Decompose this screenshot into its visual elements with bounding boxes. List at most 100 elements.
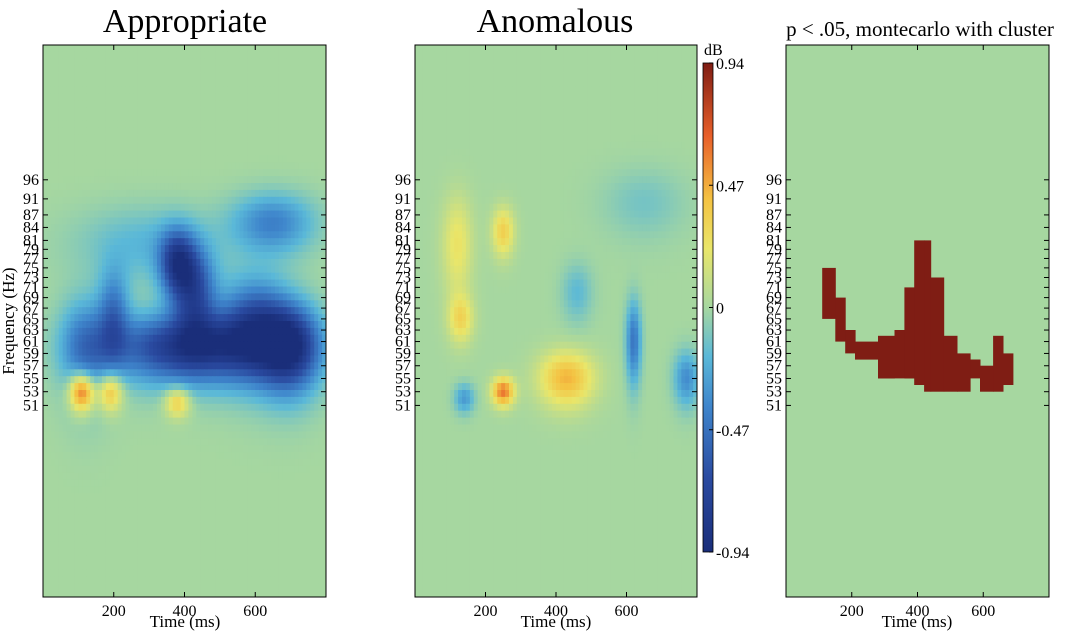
heatmap-cell <box>109 162 115 170</box>
heatmap-cell <box>160 86 166 94</box>
heatmap-cell <box>278 141 284 150</box>
heatmap-cell <box>137 120 142 129</box>
heatmap-cell <box>176 286 182 294</box>
heatmap-cell <box>212 410 217 419</box>
heatmap-cell <box>117 376 123 384</box>
heatmap-cell <box>172 183 178 191</box>
heatmap-cell <box>263 86 268 94</box>
heatmap-cell <box>168 500 174 508</box>
heatmap-cell <box>200 293 205 301</box>
heatmap-cell <box>259 424 264 432</box>
heatmap-cell <box>180 307 186 315</box>
heatmap-cell <box>133 127 138 136</box>
heatmap-cell <box>98 465 103 474</box>
heatmap-cell <box>298 459 304 467</box>
heatmap-cell <box>306 493 311 501</box>
heatmap-cell <box>86 334 91 343</box>
heatmap-cell <box>98 238 103 246</box>
heatmap-cell <box>184 217 190 225</box>
heatmap-cell <box>274 286 280 294</box>
heatmap-cell <box>46 93 52 101</box>
heatmap-cell <box>86 72 91 81</box>
heatmap-cell <box>160 438 166 446</box>
heatmap-cell <box>235 100 241 108</box>
heatmap-cell <box>290 245 296 253</box>
heatmap-cell <box>145 390 150 398</box>
heatmap-cell <box>113 258 119 267</box>
heatmap-cell <box>176 403 182 412</box>
heatmap-cell <box>145 155 150 163</box>
heatmap-cell <box>267 258 272 267</box>
heatmap-cell <box>255 272 260 281</box>
heatmap-cell <box>50 65 56 74</box>
heatmap-cell <box>141 127 146 136</box>
heatmap-cell <box>255 500 260 508</box>
heatmap-cell <box>82 362 87 370</box>
heatmap-cell <box>278 279 284 288</box>
heatmap-cell <box>66 493 72 501</box>
heatmap-cell <box>200 65 205 74</box>
heatmap-cell <box>109 459 115 467</box>
heatmap-cell <box>58 355 64 363</box>
heatmap-cell <box>94 258 99 267</box>
heatmap-cell <box>310 472 315 481</box>
heatmap-cell <box>164 258 170 267</box>
heatmap-cell <box>113 410 119 419</box>
heatmap-cell <box>121 300 127 308</box>
heatmap-cell <box>145 224 150 232</box>
heatmap-cell <box>129 203 134 212</box>
heatmap-cell <box>58 279 64 288</box>
heatmap-cell <box>58 459 64 467</box>
heatmap-cell <box>153 224 158 232</box>
heatmap-cell <box>43 224 48 232</box>
heatmap-cell <box>109 155 115 163</box>
heatmap-cell <box>239 196 245 205</box>
heatmap-cell <box>109 396 115 405</box>
heatmap-cell <box>239 465 245 474</box>
heatmap-cell <box>188 72 193 81</box>
heatmap-cell <box>90 86 95 94</box>
heatmap-cell <box>94 79 99 87</box>
heatmap-cell <box>98 183 103 191</box>
heatmap-cell <box>117 348 123 357</box>
heatmap-cell <box>263 431 268 439</box>
heatmap-cell <box>180 348 186 357</box>
heatmap-cell <box>121 65 127 74</box>
heatmap-cell <box>231 507 237 515</box>
heatmap-cell <box>141 521 146 529</box>
heatmap-cell <box>212 155 217 163</box>
heatmap-cell <box>302 459 307 467</box>
heatmap-cell <box>298 169 304 177</box>
heatmap-cell <box>239 479 245 488</box>
heatmap-cell <box>176 162 182 170</box>
heatmap-cell <box>156 169 162 177</box>
heatmap-cell <box>101 472 107 481</box>
heatmap-cell <box>318 383 323 391</box>
heatmap-cell <box>227 72 233 81</box>
heatmap-cell <box>274 238 280 246</box>
heatmap-cell <box>212 217 217 225</box>
heatmap-cell <box>259 334 264 343</box>
heatmap-cell <box>274 390 280 398</box>
heatmap-cell <box>172 252 178 260</box>
heatmap-cell <box>310 396 315 405</box>
heatmap-cell <box>46 300 52 308</box>
heatmap-cell <box>109 438 115 446</box>
heatmap-cell <box>180 355 186 363</box>
heatmap-cell <box>62 403 68 412</box>
heatmap-cell <box>74 120 79 129</box>
heatmap-cell <box>215 431 221 439</box>
heatmap-cell <box>270 65 276 74</box>
heatmap-cell <box>231 424 237 432</box>
heatmap-cell <box>78 507 83 515</box>
heatmap-cell <box>306 334 311 343</box>
heatmap-cell <box>298 500 304 508</box>
heatmap-cell <box>286 100 292 108</box>
heatmap-cell <box>184 72 190 81</box>
heatmap-cell <box>267 148 272 156</box>
heatmap-cell <box>267 45 272 53</box>
heatmap-cell <box>290 514 296 522</box>
heatmap-cell <box>219 479 225 488</box>
heatmap-cell <box>160 403 166 412</box>
heatmap-cell <box>133 189 138 198</box>
